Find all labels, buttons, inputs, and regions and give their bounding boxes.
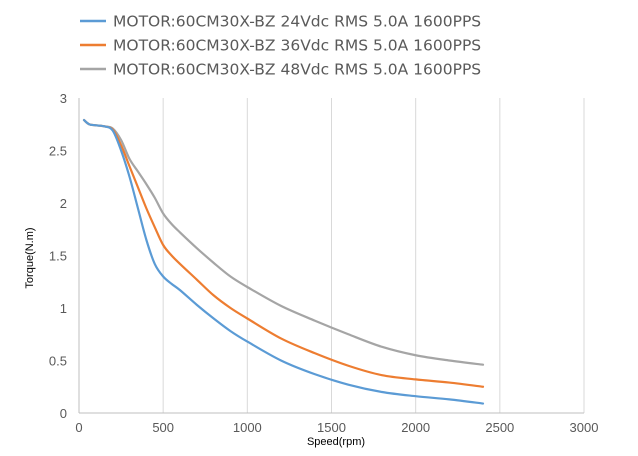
x-tick-labels: 0 500 1000 1500 2000 2500 3000 [75, 420, 598, 435]
series-line-2 [82, 118, 485, 388]
legend-label-1: MOTOR:60CM30X-BZ 24Vdc RMS 5.0A 1600PPS [113, 13, 481, 31]
y-tick-label: 3 [60, 91, 67, 106]
y-tick-label: 0.5 [49, 354, 67, 369]
y-axis-label: Torque(N.m) [24, 227, 36, 288]
x-tick-label: 0 [75, 420, 82, 435]
legend-label-3: MOTOR:60CM30X-BZ 48Vdc RMS 5.0A 1600PPS [113, 61, 481, 79]
x-tick-label: 2500 [485, 420, 514, 435]
y-tick-labels: 0 0.5 1 1.5 2 2.5 3 [49, 91, 67, 421]
x-tick-label: 1000 [233, 420, 262, 435]
series-line-3 [82, 118, 485, 366]
legend: MOTOR:60CM30X-BZ 24Vdc RMS 5.0A 1600PPS M… [80, 13, 481, 79]
axes [78, 98, 584, 414]
y-tick-label: 2 [60, 196, 67, 211]
x-tick-label: 500 [152, 420, 174, 435]
x-tick-label: 1500 [317, 420, 346, 435]
x-axis-label: Speed(rpm) [307, 436, 365, 448]
series-line-1 [82, 118, 485, 405]
x-tick-label: 2000 [401, 420, 430, 435]
gridlines [162, 98, 585, 413]
y-tick-label: 1.5 [49, 249, 67, 264]
legend-label-2: MOTOR:60CM30X-BZ 36Vdc RMS 5.0A 1600PPS [113, 37, 481, 55]
series-lines [82, 118, 485, 405]
x-tick-label: 3000 [570, 420, 599, 435]
y-tick-label: 1 [60, 301, 67, 316]
y-tick-label: 2.5 [49, 144, 67, 159]
y-tick-label: 0 [60, 406, 67, 421]
